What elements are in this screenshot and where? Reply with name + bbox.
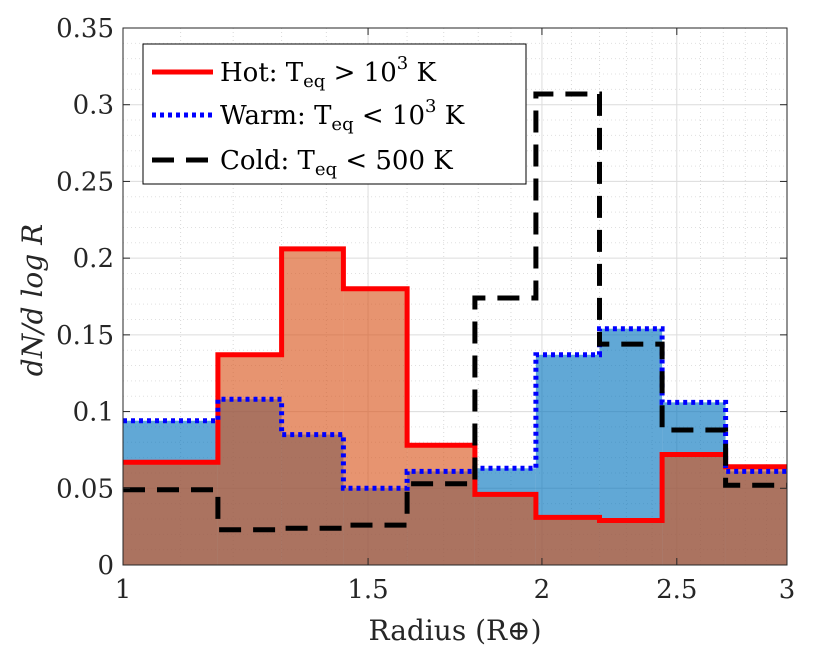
x-tick-label: 1 [115, 575, 132, 605]
cold-step-line [123, 91, 787, 533]
legend: Hot: Teq > 103 K Warm: Teq < 103 K Cold: T… [142, 43, 527, 185]
plot-frame [122, 27, 788, 566]
x-tick-label: 3 [779, 575, 796, 605]
x-axis-label: Radius (R⊕) [369, 614, 542, 647]
y-tick-labels: 0 0.05 0.1 0.15 0.2 0.25 0.3 0.35 [56, 14, 114, 581]
y-tick-label: 0.25 [56, 167, 114, 197]
hot-bin-fill [474, 494, 536, 565]
y-tick-label: 0.35 [56, 14, 114, 44]
y-tick-label: 0.2 [73, 244, 114, 274]
histogram-fills [123, 248, 787, 566]
y-tick-label: 0.15 [56, 321, 114, 351]
y-tick-label: 0 [97, 551, 114, 581]
hot-bin-fill [599, 520, 663, 565]
hot-bin-fill [123, 462, 218, 565]
x-tick-label: 2.5 [656, 575, 697, 605]
hot-bin-fill [343, 288, 408, 565]
hot-bin-fill [407, 445, 475, 565]
y-tick-label: 0.1 [73, 398, 114, 428]
hot-bin-fill [535, 517, 600, 565]
hot-bin-fill [217, 354, 282, 565]
warm-legend-label: Warm: Teq < 103 K [220, 96, 465, 135]
hot-bin-fill [662, 454, 726, 565]
x-tick-label: 2 [534, 575, 551, 605]
y-tick-label: 0.05 [56, 474, 114, 504]
y-tick-label: 0.3 [73, 91, 114, 121]
axis-ticks [122, 27, 788, 566]
histogram-lines [123, 91, 787, 533]
hot-legend-label: Hot: Teq > 103 K [220, 53, 436, 92]
hot-bin-fill [725, 466, 787, 565]
cold-legend-label: Cold: Teq < 500 K [220, 146, 453, 180]
x-tick-labels: 1 1.5 2 2.5 3 [115, 575, 796, 605]
hot-bin-fill [281, 248, 344, 566]
y-axis-label: dN/d log R [16, 224, 49, 376]
x-tick-label: 1.5 [347, 575, 388, 605]
